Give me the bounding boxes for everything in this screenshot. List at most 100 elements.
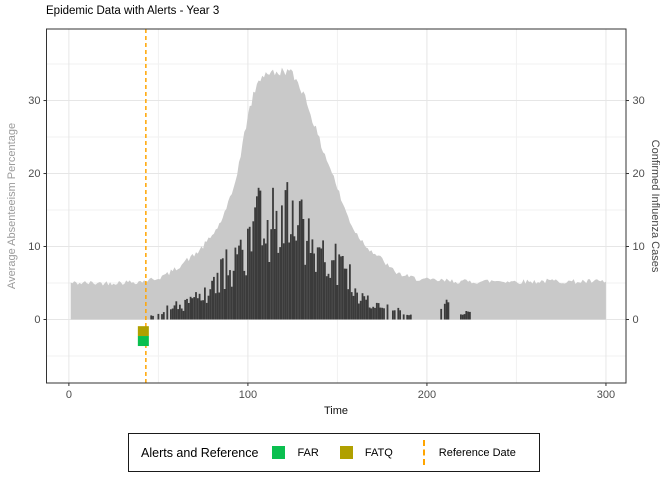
x-axis-tick-label: 200	[418, 389, 436, 401]
absenteeism-area	[70, 67, 606, 320]
influenza-bar	[359, 300, 362, 320]
influenza-bar	[325, 276, 328, 320]
influenza-bar	[211, 280, 213, 320]
influenza-bar	[275, 210, 278, 320]
influenza-bar	[214, 293, 217, 320]
influenza-bar	[386, 304, 389, 320]
influenza-bar	[221, 258, 224, 320]
y-axis-tick-label-left: 10	[28, 241, 40, 253]
influenza-bar	[236, 254, 239, 320]
influenza-bar	[443, 303, 446, 320]
influenza-bar	[184, 299, 187, 320]
influenza-bar	[320, 248, 323, 320]
influenza-bar	[368, 307, 371, 320]
influenza-bar	[354, 288, 357, 320]
influenza-bar	[358, 303, 360, 320]
influenza-bar	[264, 243, 267, 320]
legend-box: Alerts and Reference FAR FATQ Reference …	[128, 433, 540, 472]
influenza-bar	[162, 312, 165, 320]
influenza-bar	[306, 240, 308, 320]
influenza-bar	[341, 256, 344, 320]
influenza-bar	[177, 309, 179, 320]
influenza-bar	[263, 238, 265, 320]
alert-marker-fatq	[137, 326, 149, 337]
y-axis-tick-label-left: 20	[28, 168, 40, 180]
influenza-bar	[270, 229, 273, 320]
x-axis-tick-label: 300	[597, 389, 615, 401]
legend-item-reference-date: Reference Date	[414, 440, 516, 465]
y-axis-tick-label-right: 0	[633, 314, 639, 326]
legend-item-far: FAR	[272, 446, 319, 459]
influenza-bar	[307, 218, 310, 320]
influenza-bar	[309, 253, 312, 320]
influenza-bar	[313, 253, 315, 320]
influenza-bar	[150, 315, 153, 320]
influenza-bar	[370, 308, 373, 320]
influenza-bar	[209, 289, 212, 320]
influenza-bar	[393, 310, 396, 320]
influenza-bar	[374, 307, 376, 320]
y-axis-tick-label-right: 10	[633, 241, 645, 253]
influenza-bar	[322, 240, 324, 320]
influenza-bar	[277, 252, 280, 320]
panel-border	[46, 28, 627, 384]
x-axis-tick-label: 100	[239, 389, 257, 401]
influenza-bar	[381, 307, 384, 320]
influenza-bar	[279, 247, 281, 320]
influenza-bar	[257, 187, 260, 320]
fatq-label: FATQ	[364, 446, 393, 459]
influenza-bar	[379, 307, 382, 320]
influenza-bar	[200, 300, 203, 320]
influenza-bar	[182, 310, 185, 320]
influenza-bar	[220, 259, 222, 320]
influenza-bar	[225, 249, 228, 320]
influenza-bar	[365, 299, 367, 320]
influenza-bar	[195, 292, 197, 320]
influenza-bar	[329, 277, 332, 320]
influenza-bar	[256, 196, 258, 320]
y-axis-tick-label-right: 30	[633, 95, 645, 107]
influenza-bar	[440, 308, 443, 320]
influenza-bar	[286, 182, 289, 320]
influenza-bar	[161, 314, 163, 320]
influenza-bar	[383, 308, 385, 320]
influenza-bar	[268, 262, 271, 320]
y-axis-tick-label-left: 0	[34, 314, 40, 326]
influenza-bar	[463, 314, 466, 320]
influenza-bar	[356, 292, 358, 320]
reference-date-label: Reference Date	[438, 446, 516, 459]
influenza-bar	[343, 268, 346, 320]
influenza-bar	[238, 245, 240, 320]
influenza-bar	[252, 221, 255, 320]
dashed-line-icon	[422, 440, 425, 465]
influenza-bar	[241, 249, 244, 320]
influenza-bar	[259, 190, 262, 320]
y-axis-title-right: Confirmed Influenza Cases	[649, 139, 661, 273]
influenza-bar	[461, 314, 464, 320]
influenza-bar	[171, 308, 174, 320]
influenza-bar	[170, 309, 172, 320]
influenza-bar	[316, 247, 319, 320]
influenza-bar	[261, 245, 264, 320]
influenza-bar	[297, 225, 299, 320]
influenza-bar	[349, 264, 351, 320]
influenza-bar	[247, 228, 249, 320]
x-axis-tick-label: 0	[66, 389, 72, 401]
influenza-bar	[207, 295, 210, 320]
legend-title: Alerts and Reference	[141, 445, 259, 460]
influenza-bar	[298, 201, 301, 320]
influenza-bar	[198, 293, 201, 320]
influenza-bar	[402, 314, 405, 320]
influenza-bar	[202, 300, 204, 320]
influenza-bar	[318, 247, 321, 320]
y-axis-title-left: Average Absenteeism Percentage	[6, 122, 18, 290]
influenza-bar	[234, 247, 237, 320]
influenza-bar	[445, 299, 448, 320]
influenza-bar	[304, 264, 307, 320]
influenza-bar	[282, 243, 285, 320]
chart-title: Epidemic Data with Alerts - Year 3	[46, 5, 220, 17]
y-axis-tick-label-left: 30	[28, 95, 40, 107]
influenza-bar	[295, 240, 298, 320]
influenza-bar	[375, 302, 378, 320]
